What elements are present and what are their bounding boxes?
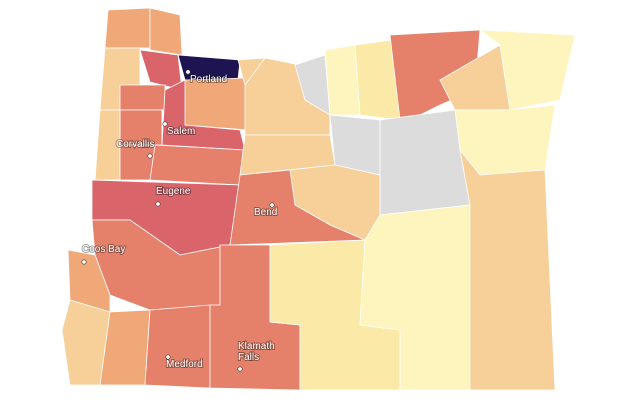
- city-label: Corvallis: [116, 139, 154, 150]
- city-dot: [155, 201, 161, 207]
- city-label: Salem: [167, 126, 195, 137]
- county: [379, 109, 471, 216]
- city-dot: [269, 202, 275, 208]
- county: [478, 29, 576, 111]
- city-label: Eugene: [156, 186, 191, 197]
- county: [119, 84, 166, 111]
- county: [149, 144, 246, 186]
- counties: [61, 7, 576, 391]
- county: [144, 304, 211, 389]
- city-label-line: Salem: [167, 126, 195, 137]
- city-label-line: Portland: [190, 74, 227, 85]
- city-dot: [147, 153, 153, 159]
- county: [139, 49, 183, 91]
- city-label: Bend: [254, 207, 277, 218]
- cities: Portland Salem Corvallis Eugene Bend Coos Bay…: [81, 69, 278, 372]
- county: [459, 149, 556, 391]
- county: [184, 77, 249, 131]
- county: [67, 249, 111, 313]
- city-dot: [162, 121, 168, 127]
- city-label: Medford: [166, 359, 203, 370]
- city-dot: [185, 69, 191, 75]
- city-label-line: Bend: [254, 207, 277, 218]
- city-label-line: Coos Bay: [82, 244, 125, 255]
- county: [324, 44, 361, 116]
- county: [149, 7, 183, 56]
- county: [61, 299, 111, 386]
- city-dot: [237, 366, 243, 372]
- city-label-line: Klamath: [238, 341, 275, 352]
- city-dot: [165, 354, 171, 360]
- city-label-line: Falls: [238, 352, 259, 363]
- city-label: Coos Bay: [82, 244, 125, 255]
- city-label: Portland: [190, 74, 227, 85]
- county: [359, 204, 471, 391]
- city-label-line: Eugene: [156, 186, 191, 197]
- city-dot: [81, 259, 87, 265]
- county: [119, 144, 156, 181]
- city-label-line: Medford: [166, 359, 203, 370]
- city-label: Klamath Falls: [238, 341, 275, 363]
- city-label-line: Corvallis: [116, 139, 154, 150]
- county: [104, 7, 151, 49]
